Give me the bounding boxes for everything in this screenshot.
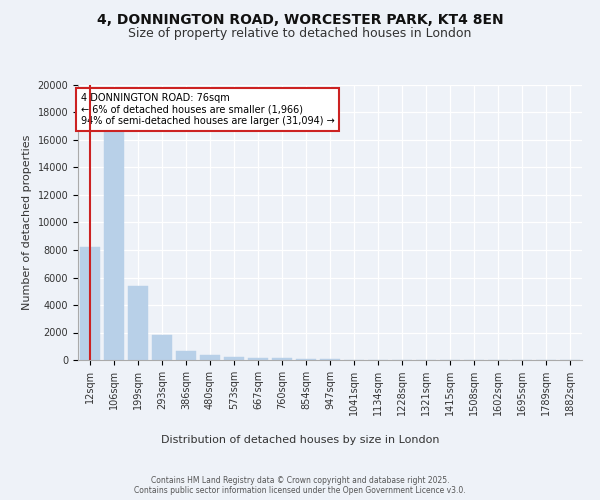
Bar — [224, 357, 244, 360]
Bar — [176, 351, 196, 360]
Text: 4 DONNINGTON ROAD: 76sqm
← 6% of detached houses are smaller (1,966)
94% of semi: 4 DONNINGTON ROAD: 76sqm ← 6% of detache… — [80, 93, 334, 126]
Bar — [80, 247, 100, 360]
Text: Size of property relative to detached houses in London: Size of property relative to detached ho… — [128, 28, 472, 40]
Text: Contains HM Land Registry data © Crown copyright and database right 2025.
Contai: Contains HM Land Registry data © Crown c… — [134, 476, 466, 495]
Bar — [272, 358, 292, 360]
Y-axis label: Number of detached properties: Number of detached properties — [22, 135, 32, 310]
Bar — [152, 334, 172, 360]
Bar — [104, 130, 124, 360]
Bar — [296, 359, 316, 360]
Text: Distribution of detached houses by size in London: Distribution of detached houses by size … — [161, 435, 439, 445]
Bar — [248, 358, 268, 360]
Bar — [200, 355, 220, 360]
Bar — [128, 286, 148, 360]
Text: 4, DONNINGTON ROAD, WORCESTER PARK, KT4 8EN: 4, DONNINGTON ROAD, WORCESTER PARK, KT4 … — [97, 12, 503, 26]
